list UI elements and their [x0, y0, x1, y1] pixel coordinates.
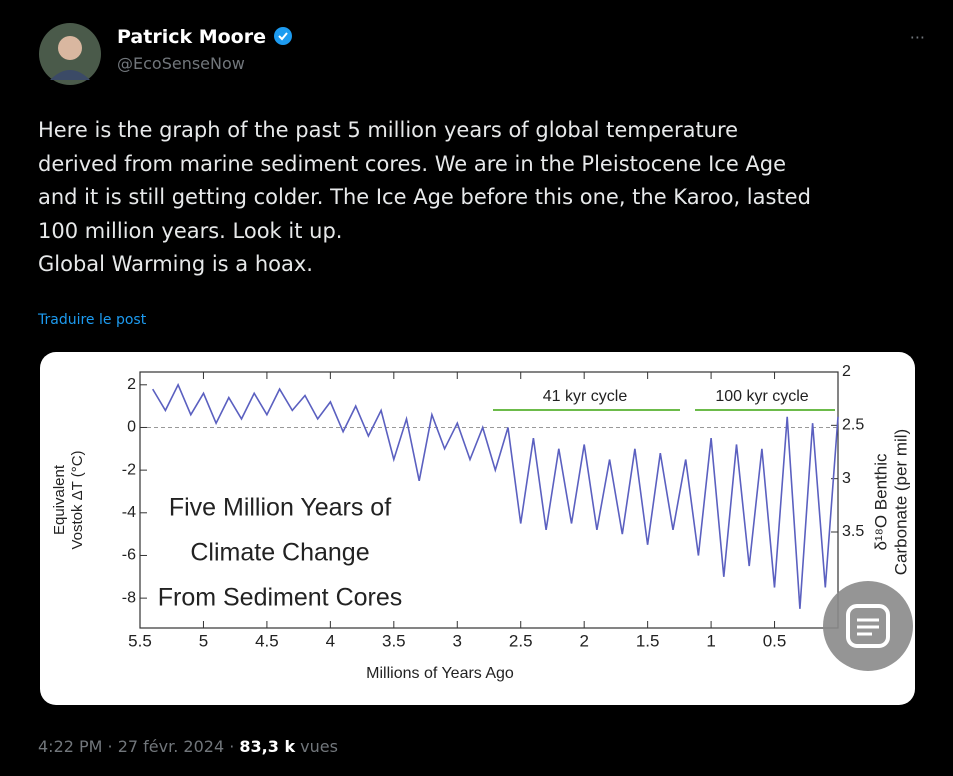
x-tick-label: 4	[326, 631, 335, 650]
author-name[interactable]: Patrick Moore	[117, 26, 293, 48]
y2-tick-label: 3.5	[842, 523, 864, 540]
timestamp: 4:22 PM · 27 févr. 2024 ·	[38, 737, 235, 756]
y-tick-label: -6	[122, 547, 136, 564]
data-line	[152, 382, 839, 609]
y-tick-label: -4	[122, 504, 136, 521]
name-text: Patrick Moore	[117, 26, 266, 48]
y2-axis-label: δ¹⁸O Benthic	[871, 453, 890, 550]
x-axis-label: Millions of Years Ago	[366, 665, 514, 682]
chart: 5.5 5 4.5 4 3.5 3 2.5 2 1.5 1 0.5 2 0 -2 -4 -6 -8 2 2.5 3 3.…	[51, 363, 911, 682]
chart-title: Five Million Years of	[169, 494, 391, 522]
text-line: and it is still getting colder. The Ice …	[38, 185, 811, 209]
y-tick-label: 2	[127, 376, 136, 393]
x-tick-label: 4.5	[255, 631, 279, 650]
x-tick-label: 5.5	[128, 631, 152, 650]
y-tick-label: -2	[122, 461, 136, 478]
avatar[interactable]	[38, 22, 102, 86]
text-line: Global Warming is a hoax.	[38, 252, 313, 276]
y-axis-label: Vostok ΔT (°C)	[69, 450, 86, 549]
x-tick-label: 1.5	[636, 631, 660, 650]
text-line: derived from marine sediment cores. We a…	[38, 151, 787, 176]
annotation: 41 kyr cycle	[543, 388, 628, 405]
chart-title: Climate Change	[190, 539, 369, 567]
x-tick-label: 3.5	[382, 631, 406, 650]
x-tick-label: 2.5	[509, 631, 533, 650]
chart-title: From Sediment Cores	[158, 584, 403, 612]
text-line: 100 million years. Look it up.	[38, 218, 343, 243]
y2-tick-label: 3	[842, 470, 851, 487]
y2-tick-label: 2	[842, 363, 851, 380]
media-card[interactable]: 5.5 5 4.5 4 3.5 3 2.5 2 1.5 1 0.5 2 0 -2 -4 -6 -8 2 2.5 3 3.…	[40, 352, 915, 705]
view-count: 83,3 k	[239, 737, 296, 756]
verified-badge	[273, 27, 292, 45]
handle[interactable]: @EcoSenseNow	[117, 54, 245, 73]
text-line: Here is the graph of the past 5 million …	[38, 118, 739, 142]
x-tick-label: 0.5	[763, 631, 787, 650]
x-tick-label: 2	[579, 631, 588, 650]
x-tick-label: 1	[706, 631, 715, 650]
x-tick-label: 5	[199, 631, 208, 650]
annotation: 100 kyr cycle	[715, 388, 808, 405]
plot-frame	[139, 371, 839, 629]
y-axis-label: Equivalent	[51, 464, 68, 535]
y-tick-label: -8	[122, 589, 136, 606]
y2-tick-label: 2.5	[842, 417, 864, 434]
lens-button[interactable]	[822, 580, 914, 672]
tweet-footer: 4:22 PM · 27 févr. 2024 · 83,3 k vues	[38, 737, 338, 756]
translate-link[interactable]: Traduire le post	[38, 312, 147, 328]
tweet-text: Here is the graph of the past 5 million …	[38, 114, 811, 282]
y-tick-label: 0	[127, 419, 136, 436]
y2-axis-label: Carbonate (per mil)	[891, 429, 910, 575]
x-tick-label: 3	[453, 631, 462, 650]
views-label: vues	[300, 737, 338, 756]
more-button[interactable]: ···	[909, 28, 925, 47]
